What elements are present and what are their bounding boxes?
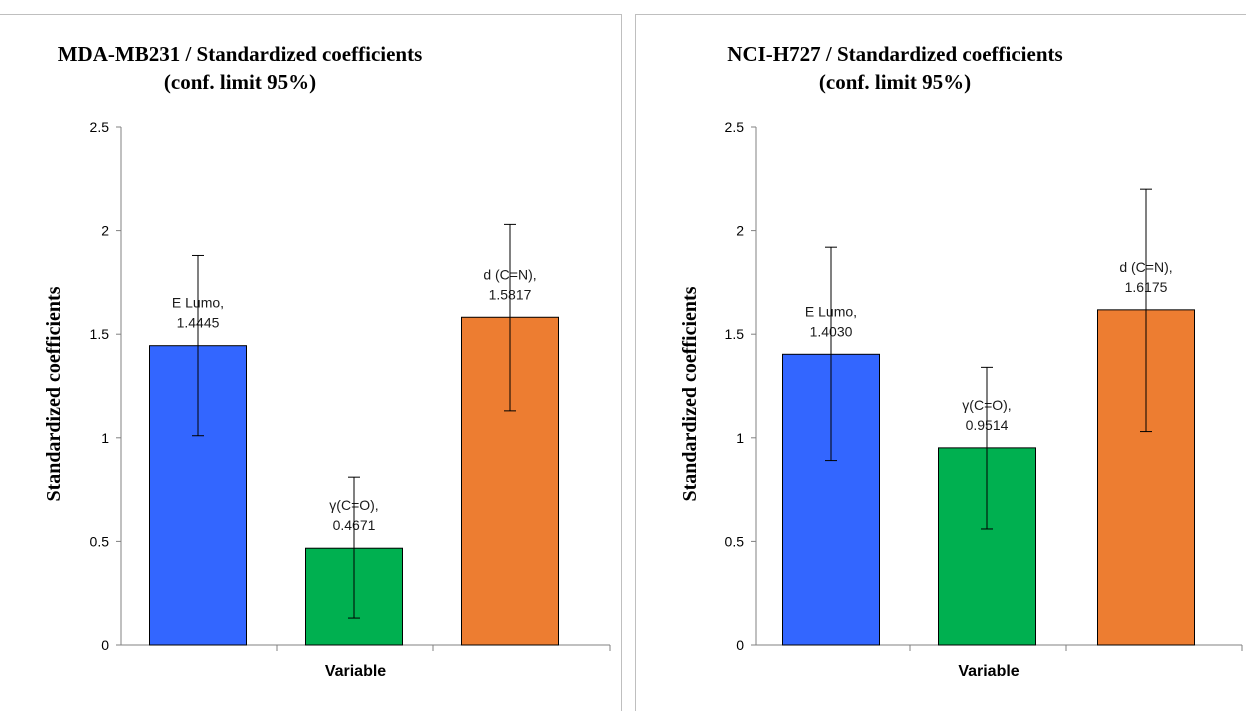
chart-title-line: (conf. limit 95%) — [819, 70, 971, 94]
y-tick-label: 2 — [736, 223, 744, 239]
x-axis-title: Variable — [958, 663, 1019, 680]
y-tick-label: 1.5 — [725, 326, 745, 342]
chart-svg-mda-mb231: MDA-MB231 / Standardized coefficients (co… — [43, 42, 611, 680]
chart-panel-mda-mb231: MDA-MB231 / Standardized coefficients (co… — [0, 14, 622, 711]
y-tick-label: 2 — [101, 223, 109, 239]
y-tick-label: 0 — [101, 637, 109, 653]
y-tick-label: 1 — [101, 430, 109, 446]
y-tick-label: 2.5 — [725, 119, 745, 135]
chart-svg-nci-h727: NCI-H727 / Standardized coefficients (con… — [679, 42, 1243, 680]
y-tick-label: 0 — [736, 637, 744, 653]
y-tick-label: 0.5 — [90, 533, 110, 549]
chart-title-line: NCI-H727 / Standardized coefficients — [727, 42, 1062, 66]
y-tick-label: 1 — [736, 430, 744, 446]
chart-title-line: (conf. limit 95%) — [164, 70, 316, 94]
y-axis-title: Standardized coefficients — [679, 286, 701, 501]
chart-panel-nci-h727: NCI-H727 / Standardized coefficients (con… — [635, 14, 1246, 711]
y-axis-title: Standardized coefficients — [43, 286, 65, 501]
x-axis-title: Variable — [325, 663, 386, 680]
y-tick-label: 2.5 — [90, 119, 110, 135]
y-tick-label: 1.5 — [90, 326, 110, 342]
chart-title-line: MDA-MB231 / Standardized coefficients — [58, 42, 423, 66]
y-tick-label: 0.5 — [725, 533, 745, 549]
